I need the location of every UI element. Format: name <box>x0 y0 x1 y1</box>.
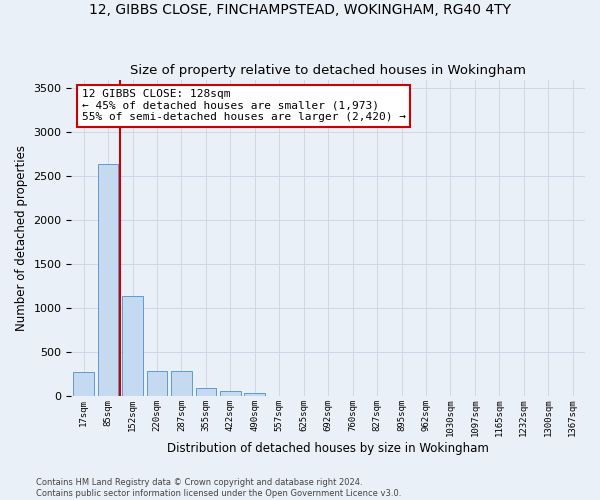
Text: Contains HM Land Registry data © Crown copyright and database right 2024.
Contai: Contains HM Land Registry data © Crown c… <box>36 478 401 498</box>
Bar <box>171 370 192 396</box>
Bar <box>244 392 265 396</box>
Bar <box>196 388 217 396</box>
Text: 12 GIBBS CLOSE: 128sqm
← 45% of detached houses are smaller (1,973)
55% of semi-: 12 GIBBS CLOSE: 128sqm ← 45% of detached… <box>82 89 406 122</box>
X-axis label: Distribution of detached houses by size in Wokingham: Distribution of detached houses by size … <box>167 442 489 455</box>
Bar <box>220 391 241 396</box>
Bar <box>73 372 94 396</box>
Title: Size of property relative to detached houses in Wokingham: Size of property relative to detached ho… <box>130 64 526 77</box>
Bar <box>98 164 118 396</box>
Text: 12, GIBBS CLOSE, FINCHAMPSTEAD, WOKINGHAM, RG40 4TY: 12, GIBBS CLOSE, FINCHAMPSTEAD, WOKINGHA… <box>89 2 511 16</box>
Bar <box>146 370 167 396</box>
Bar <box>122 296 143 396</box>
Y-axis label: Number of detached properties: Number of detached properties <box>15 145 28 331</box>
